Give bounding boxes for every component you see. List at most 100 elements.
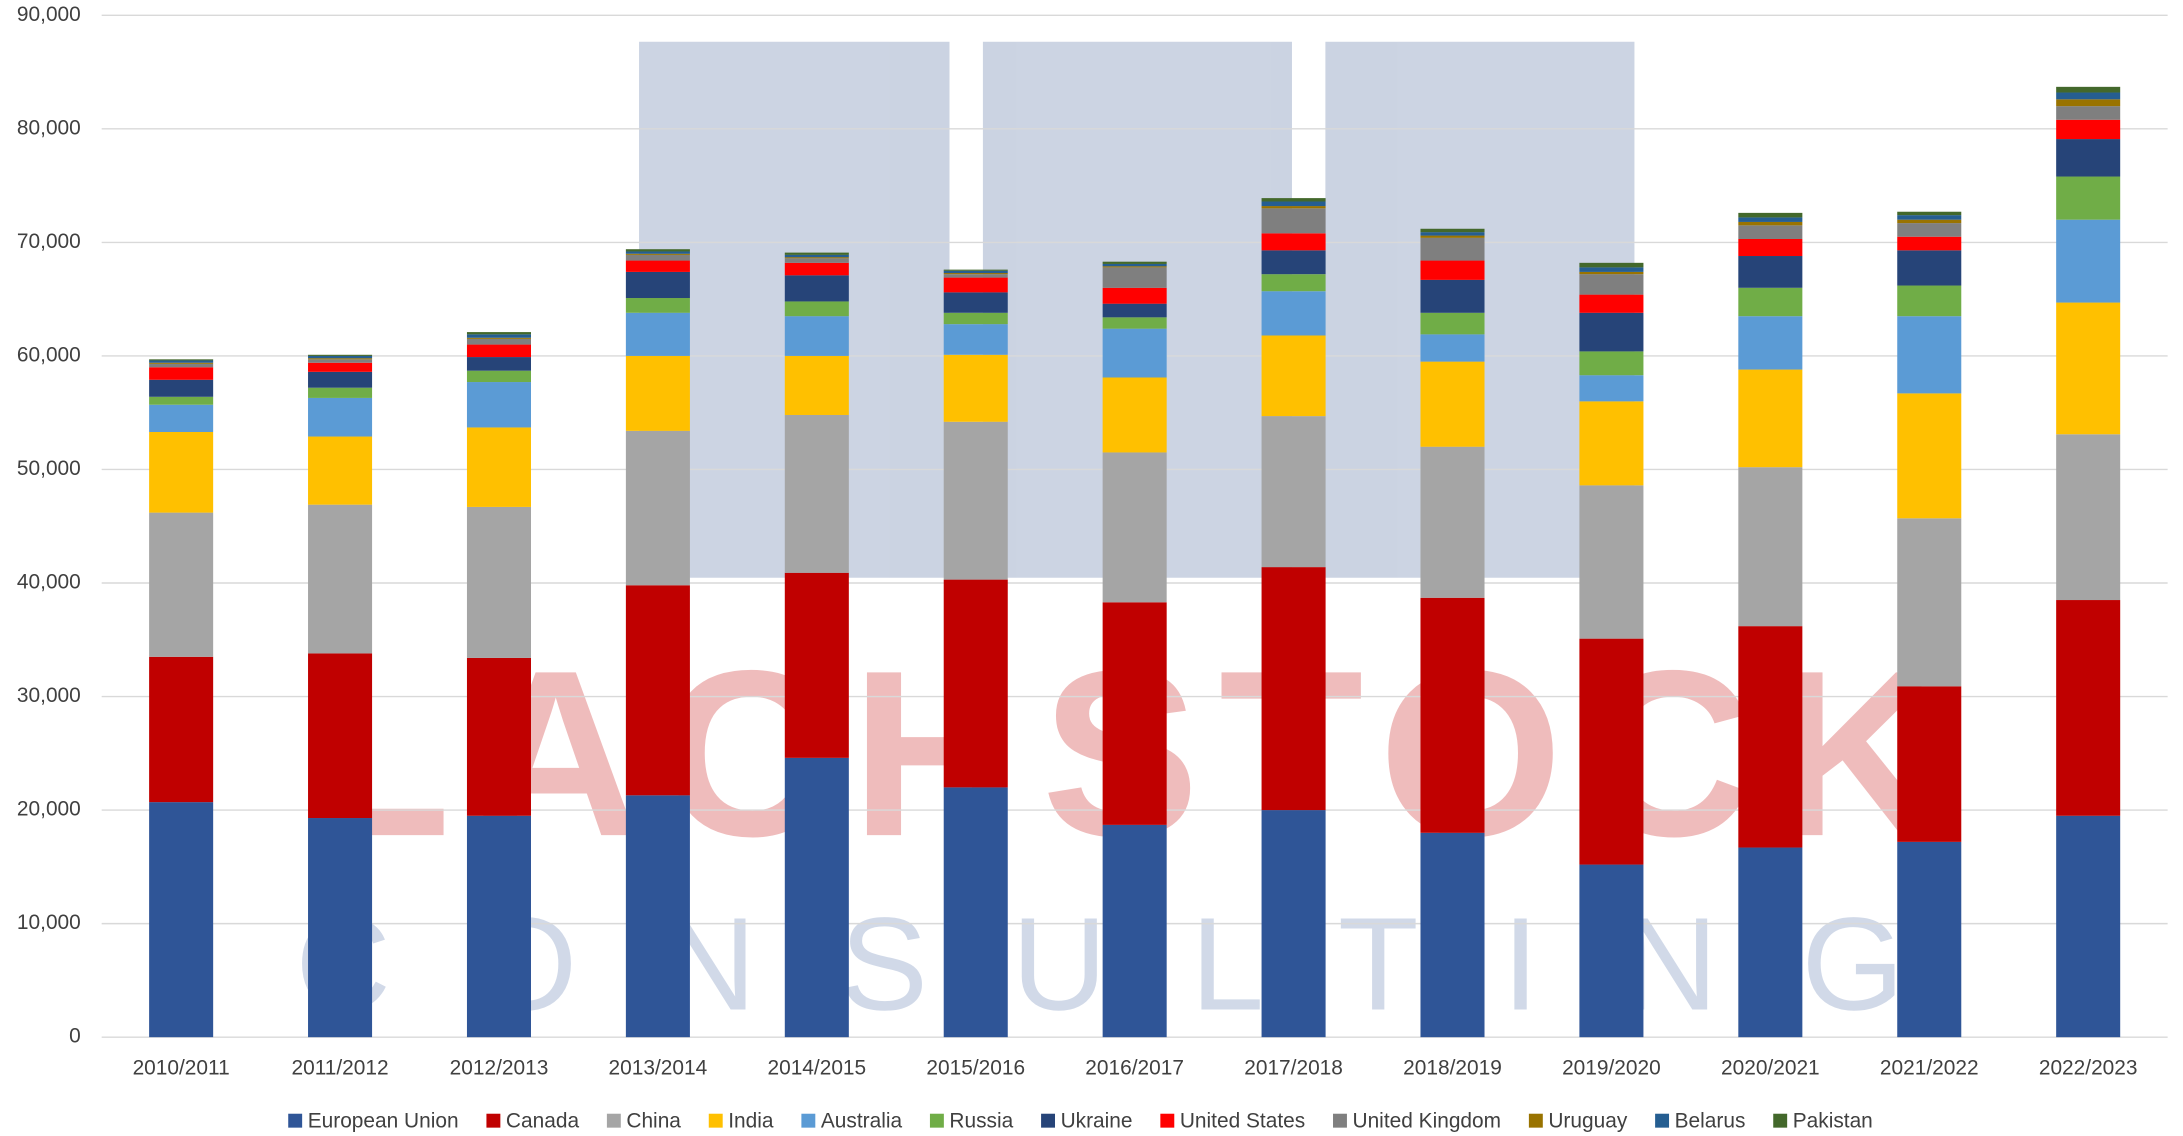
bar-segment (626, 795, 690, 1037)
legend-label: Ukraine (1061, 1110, 1133, 1133)
legend-swatch (801, 1114, 815, 1128)
bar-segment (149, 359, 213, 360)
bar-segment (1897, 250, 1961, 285)
bar-segment (1738, 316, 1802, 369)
bar-segment (308, 437, 372, 505)
bar-segment (1738, 213, 1802, 218)
bar-segment (1103, 266, 1167, 267)
bar-segment (1420, 833, 1484, 1037)
legend-swatch (930, 1114, 944, 1128)
bar-segment (944, 422, 1008, 580)
bar-segment (2056, 177, 2120, 220)
bar-segment (944, 278, 1008, 293)
x-tick-label: 2010/2011 (133, 1057, 230, 1080)
bar-segment (1897, 215, 1961, 220)
bar-segment (1897, 286, 1961, 317)
bar-segment (944, 313, 1008, 324)
bar-segment (467, 816, 531, 1037)
bar-segment (1262, 202, 1326, 207)
bar-segment (1579, 865, 1643, 1038)
bar-segment (1738, 288, 1802, 316)
legend-label: China (626, 1110, 681, 1133)
legend-swatch (1160, 1114, 1174, 1128)
bar-segment (785, 415, 849, 573)
x-tick-label: 2020/2021 (1721, 1057, 1820, 1080)
y-tick-label: 30,000 (17, 684, 81, 707)
bar-segment (1579, 639, 1643, 865)
bar-segment (944, 271, 1008, 273)
bar-segment (626, 261, 690, 272)
bar-segment (149, 397, 213, 405)
bar-segment (308, 388, 372, 398)
bar-segment (1103, 452, 1167, 602)
legend-swatch (1041, 1114, 1055, 1128)
bar-segment (1579, 401, 1643, 485)
bar-segment (1262, 274, 1326, 291)
bar-segment (1420, 362, 1484, 447)
bar-segment (1579, 351, 1643, 375)
bar-segment (1262, 233, 1326, 250)
bar-segment (944, 787, 1008, 1037)
bar-segment (944, 292, 1008, 312)
bar-segment (626, 272, 690, 298)
bar-segment (2056, 87, 2120, 93)
bar-segment (1103, 317, 1167, 328)
bar-segment (2056, 106, 2120, 120)
bar-segment (308, 355, 372, 356)
bar-segment (1738, 217, 1802, 222)
bar-segment (785, 258, 849, 263)
x-tick-label: 2021/2022 (1880, 1057, 1979, 1080)
bar-segment (308, 359, 372, 362)
bar-segment (785, 253, 849, 255)
bar-segment (1103, 267, 1167, 287)
bar-segment (785, 255, 849, 257)
bar-segment (1579, 375, 1643, 401)
bar-segment (2056, 220, 2120, 303)
bar-segment (1103, 288, 1167, 304)
bar-segment (785, 316, 849, 356)
x-tick-label: 2014/2015 (767, 1057, 866, 1080)
bar-segment (149, 657, 213, 802)
bar-segment (308, 372, 372, 388)
y-tick-label: 90,000 (17, 3, 81, 26)
x-tick-label: 2015/2016 (926, 1057, 1025, 1080)
bar-segment (1262, 206, 1326, 208)
bar-segment (1897, 518, 1961, 686)
legend-label: Belarus (1675, 1110, 1746, 1133)
bar-segment (1738, 222, 1802, 225)
bar-segment (149, 405, 213, 432)
bar-segment (149, 513, 213, 657)
bar-segment (2056, 303, 2120, 435)
bar-segment (626, 249, 690, 251)
bar-segment (785, 356, 849, 415)
bar-segment (1103, 304, 1167, 318)
bar-segment (626, 255, 690, 261)
bar-segment (785, 263, 849, 275)
bar-segment (1262, 208, 1326, 233)
legend-swatch (288, 1114, 302, 1128)
legend-label: India (728, 1110, 774, 1133)
bar-segment (1897, 223, 1961, 237)
bar-segment (1897, 220, 1961, 223)
bar-segment (308, 363, 372, 372)
bar-segment (467, 371, 531, 382)
bar-segment (626, 356, 690, 431)
y-tick-label: 0 (69, 1025, 81, 1048)
bar-segment (1262, 810, 1326, 1037)
bar-segment (1897, 842, 1961, 1037)
bar-segment (626, 313, 690, 356)
legend-swatch (1773, 1114, 1787, 1128)
legend-label: Russia (949, 1110, 1013, 1133)
bar-segment (1103, 264, 1167, 266)
bar-segment (1738, 370, 1802, 468)
y-tick-label: 80,000 (17, 116, 81, 139)
bar-segment (1420, 447, 1484, 598)
bar-segment (944, 580, 1008, 788)
bar-segment (944, 324, 1008, 355)
bar-segment (1738, 848, 1802, 1038)
bar-segment (2056, 93, 2120, 100)
bar-segment (785, 301, 849, 316)
bar-segment (1262, 567, 1326, 810)
y-tick-label: 50,000 (17, 457, 81, 480)
